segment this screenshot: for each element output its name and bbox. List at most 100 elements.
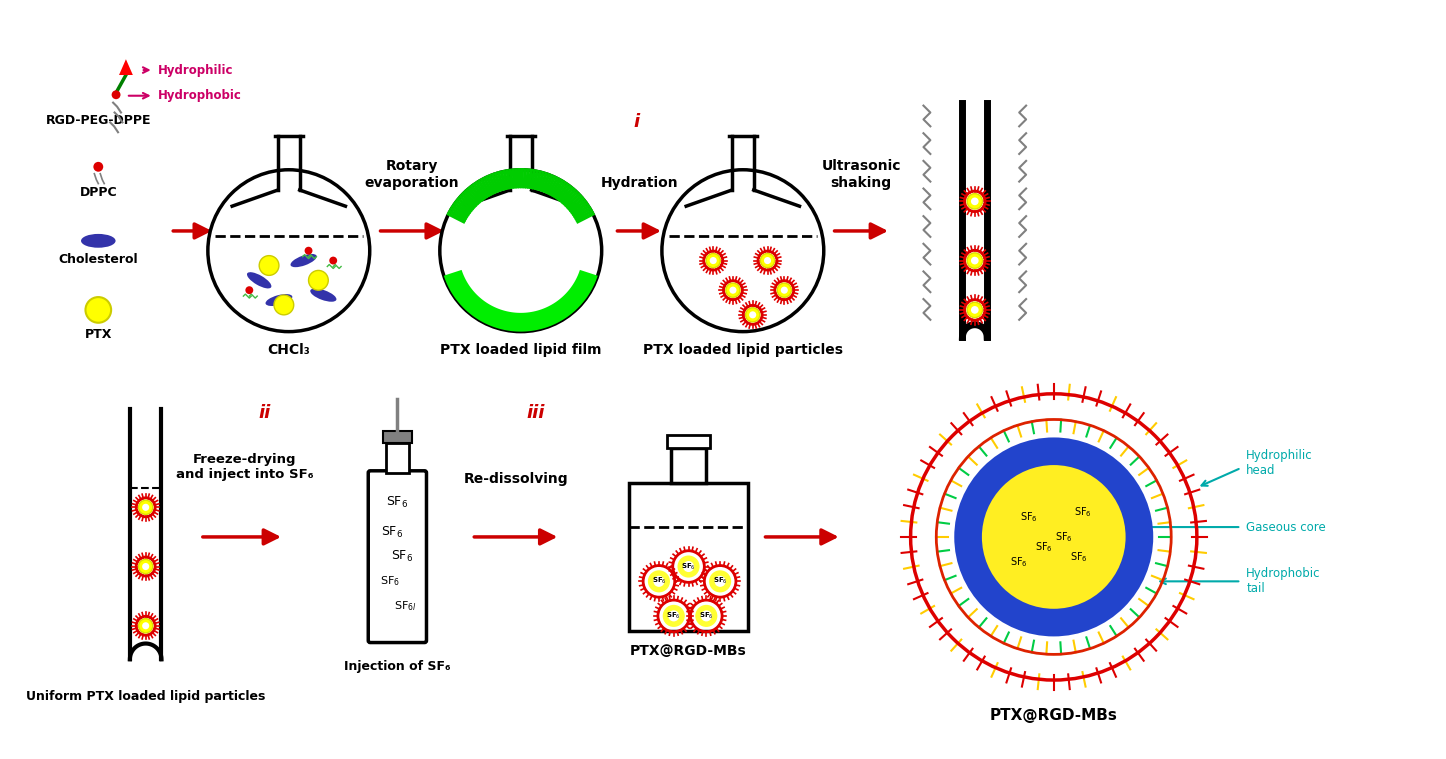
Text: Hydrophilic
head: Hydrophilic head: [1246, 449, 1313, 477]
Text: i: i: [633, 113, 639, 131]
Circle shape: [777, 283, 791, 298]
Text: SF$_6$: SF$_6$: [1021, 510, 1038, 524]
Circle shape: [668, 610, 680, 622]
Text: Rotary
evaporation: Rotary evaporation: [364, 159, 460, 190]
Polygon shape: [687, 190, 800, 206]
Text: Hydration: Hydration: [600, 175, 678, 190]
Text: SF$_{6}$: SF$_{6}$: [379, 575, 399, 588]
Bar: [667, 435, 710, 448]
Circle shape: [308, 270, 328, 290]
Ellipse shape: [311, 288, 337, 302]
Circle shape: [701, 610, 711, 622]
Circle shape: [709, 570, 732, 593]
Circle shape: [246, 286, 253, 294]
Bar: [386, 443, 409, 473]
Text: SF$_6$: SF$_6$: [1074, 505, 1092, 519]
Text: SF$_6$: SF$_6$: [1054, 530, 1073, 544]
Text: SF$_6$: SF$_6$: [392, 549, 414, 564]
Circle shape: [970, 306, 979, 313]
Circle shape: [259, 256, 279, 276]
Text: Cholesterol: Cholesterol: [58, 253, 139, 266]
Circle shape: [696, 605, 717, 627]
Text: PTX@RGD-MBs: PTX@RGD-MBs: [991, 707, 1118, 723]
Text: Ultrasonic
shaking: Ultrasonic shaking: [821, 159, 901, 190]
Circle shape: [111, 90, 120, 99]
Text: SF$_6$: SF$_6$: [652, 576, 667, 587]
Text: SF$_6$: SF$_6$: [681, 562, 696, 572]
Circle shape: [142, 504, 149, 511]
Circle shape: [982, 465, 1125, 609]
Ellipse shape: [291, 254, 317, 267]
Circle shape: [954, 437, 1154, 637]
Ellipse shape: [81, 234, 116, 247]
Circle shape: [706, 254, 720, 268]
Ellipse shape: [247, 272, 272, 288]
Circle shape: [305, 247, 312, 254]
Circle shape: [763, 257, 771, 264]
Text: Hydrophobic
tail: Hydrophobic tail: [1246, 567, 1320, 595]
Text: RGD-PEG-DPPE: RGD-PEG-DPPE: [45, 115, 150, 128]
Text: ii: ii: [257, 405, 270, 423]
Text: SF$_6$: SF$_6$: [713, 576, 727, 587]
Text: PTX: PTX: [85, 328, 111, 341]
Text: PTX loaded lipid film: PTX loaded lipid film: [440, 343, 602, 357]
Circle shape: [967, 194, 982, 209]
Polygon shape: [444, 270, 597, 332]
Circle shape: [749, 311, 756, 319]
Circle shape: [683, 561, 694, 572]
Text: SF$_6$: SF$_6$: [1035, 540, 1053, 554]
Text: SF$_6$: SF$_6$: [386, 495, 408, 510]
Text: CHCl₃: CHCl₃: [268, 343, 311, 357]
Text: SF$_{6l}$: SF$_{6l}$: [393, 599, 416, 613]
Circle shape: [967, 253, 982, 268]
Circle shape: [726, 283, 740, 298]
Text: SF$_6$: SF$_6$: [698, 611, 714, 621]
Circle shape: [662, 605, 685, 627]
Circle shape: [139, 619, 153, 633]
Circle shape: [746, 307, 759, 322]
Circle shape: [970, 257, 979, 264]
Circle shape: [139, 500, 153, 515]
Bar: [671, 448, 706, 483]
Circle shape: [85, 297, 111, 323]
Circle shape: [139, 559, 153, 574]
Circle shape: [714, 576, 726, 587]
Text: Hydrophilic: Hydrophilic: [158, 64, 233, 77]
Circle shape: [761, 254, 775, 268]
Circle shape: [970, 197, 979, 205]
Circle shape: [330, 257, 337, 264]
Circle shape: [273, 295, 294, 315]
Circle shape: [710, 257, 717, 264]
Bar: [629, 483, 748, 631]
Text: SF$_6$: SF$_6$: [382, 524, 403, 540]
Text: Gaseous core: Gaseous core: [1246, 521, 1326, 534]
Text: Hydrophobic: Hydrophobic: [158, 90, 241, 102]
Bar: [510, 136, 532, 190]
Polygon shape: [119, 59, 133, 75]
Text: Freeze-drying
and inject into SF₆: Freeze-drying and inject into SF₆: [175, 452, 314, 480]
Bar: [732, 136, 753, 190]
Text: Uniform PTX loaded lipid particles: Uniform PTX loaded lipid particles: [26, 690, 266, 703]
Circle shape: [729, 287, 736, 294]
Text: SF$_6$: SF$_6$: [1070, 550, 1087, 564]
Bar: [278, 136, 299, 190]
Bar: [383, 431, 412, 443]
Text: PTX@RGD-MBs: PTX@RGD-MBs: [630, 644, 748, 658]
Circle shape: [142, 622, 149, 629]
Circle shape: [648, 570, 669, 593]
Circle shape: [678, 556, 700, 578]
Polygon shape: [233, 190, 346, 206]
Ellipse shape: [266, 294, 292, 306]
Text: SF$_6$: SF$_6$: [1011, 555, 1028, 568]
Polygon shape: [464, 190, 577, 206]
Circle shape: [781, 287, 788, 294]
Text: Injection of SF₆: Injection of SF₆: [344, 660, 451, 673]
Text: iii: iii: [526, 405, 545, 423]
Circle shape: [967, 302, 982, 317]
Circle shape: [142, 563, 149, 570]
Text: DPPC: DPPC: [80, 187, 117, 200]
Circle shape: [654, 576, 665, 587]
FancyBboxPatch shape: [369, 471, 427, 643]
Circle shape: [94, 162, 103, 172]
Text: SF$_6$: SF$_6$: [667, 611, 681, 621]
